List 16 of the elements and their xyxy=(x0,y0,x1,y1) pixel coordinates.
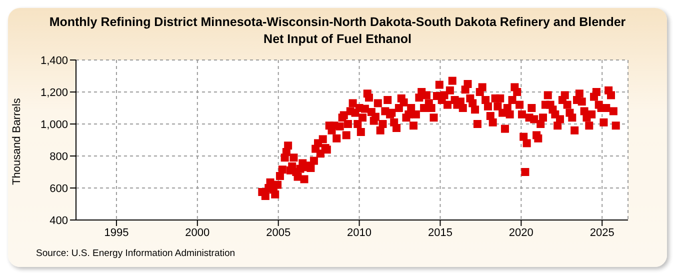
x-tick-label: 2020 xyxy=(508,226,534,239)
y-tick-label: 400 xyxy=(50,214,68,227)
source-note: Source: U.S. Energy Information Administration xyxy=(36,248,236,259)
y-tick-label: 1,200 xyxy=(40,86,68,99)
x-tick-label: 2025 xyxy=(590,226,614,239)
y-tick-label: 1,000 xyxy=(40,118,68,131)
y-axis-title: Thousand Barrels xyxy=(10,98,23,185)
x-tick-label: 2015 xyxy=(428,226,452,239)
y-tick-label: 600 xyxy=(50,182,68,195)
x-tick-label: 2005 xyxy=(266,226,291,239)
y-tick-label: 800 xyxy=(50,150,68,163)
x-tick-label: 2010 xyxy=(347,226,372,239)
x-tick-label: 2000 xyxy=(185,226,210,239)
chart-title: Monthly Refining District Minnesota-Wisconsin-North Dakota-South Dakota Refinery and Blender Net Input of Fuel Ethanol xyxy=(48,14,627,48)
y-tick-label: 1,400 xyxy=(40,54,68,67)
x-tick-label: 1995 xyxy=(104,226,129,239)
